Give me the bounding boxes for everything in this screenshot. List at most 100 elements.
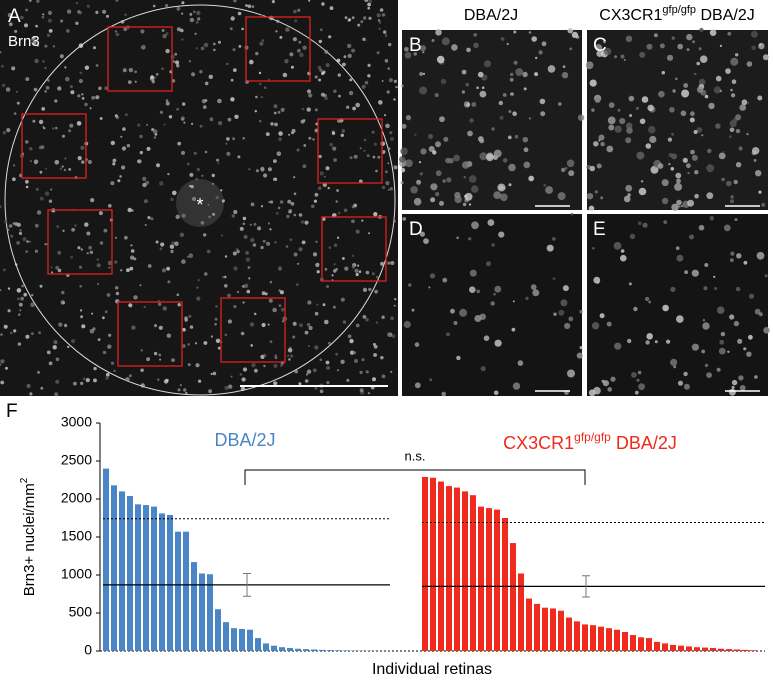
bar [239, 628, 245, 651]
cell [754, 308, 761, 315]
cell [395, 85, 398, 89]
cell [13, 112, 17, 115]
cell [254, 368, 258, 373]
cell [404, 52, 412, 59]
cell [304, 220, 309, 225]
cell [687, 199, 695, 207]
cell [215, 305, 218, 308]
cell [63, 168, 67, 172]
cell [273, 381, 278, 386]
cell [176, 107, 180, 111]
cell [723, 224, 731, 232]
cell [29, 392, 33, 396]
cell [566, 159, 575, 168]
cell [51, 271, 53, 274]
cell [540, 111, 546, 117]
cell [637, 370, 642, 375]
cell [738, 375, 744, 381]
cell [78, 11, 83, 15]
cell [274, 354, 278, 357]
cell [430, 183, 438, 191]
cell [102, 9, 107, 14]
cell [137, 159, 142, 164]
sample-box [107, 26, 173, 92]
bar [710, 647, 716, 651]
cell [367, 63, 371, 67]
cell [465, 83, 469, 87]
cell [30, 302, 35, 308]
cell [689, 117, 695, 123]
cell [726, 180, 732, 187]
cell [635, 106, 639, 110]
cell [108, 333, 112, 337]
cell [435, 29, 442, 36]
cell [316, 262, 320, 267]
bar [255, 638, 261, 651]
cell [38, 331, 41, 335]
bar [606, 628, 612, 651]
cell [365, 318, 369, 322]
cell [357, 264, 360, 267]
cell [242, 367, 248, 372]
cell [195, 177, 199, 181]
cell [263, 364, 266, 368]
cell [287, 199, 292, 204]
cell [25, 179, 29, 184]
cell [168, 115, 173, 119]
cell [400, 181, 404, 185]
cell [274, 122, 278, 127]
cell [675, 77, 678, 81]
cell [715, 123, 721, 129]
cell [208, 389, 213, 394]
cell [190, 185, 194, 189]
cell [469, 118, 474, 123]
cell [663, 220, 668, 225]
cell [608, 124, 615, 131]
cell [93, 378, 97, 383]
cell [273, 111, 277, 115]
cell [683, 371, 688, 377]
cell [347, 43, 352, 49]
cell [308, 136, 312, 140]
sample-box [47, 209, 113, 275]
cell [443, 136, 449, 142]
center-mark: * [196, 195, 203, 215]
cell [642, 222, 648, 228]
cell [162, 306, 167, 311]
cell [242, 137, 245, 140]
cell [78, 43, 84, 48]
cell [73, 381, 77, 386]
cell [404, 47, 409, 52]
cell [564, 166, 568, 170]
cell [53, 340, 58, 345]
cell [762, 54, 769, 61]
cell [107, 344, 112, 349]
cell [746, 351, 752, 357]
cell [758, 43, 762, 46]
cell [194, 342, 198, 345]
cell [38, 119, 44, 125]
cell [332, 305, 336, 309]
cell [171, 358, 175, 362]
cell [510, 72, 514, 77]
bar [630, 635, 636, 651]
cell [681, 89, 690, 98]
cell [158, 325, 163, 330]
cell [167, 280, 171, 284]
cell [560, 299, 568, 307]
cell [17, 297, 20, 300]
cell [84, 222, 89, 227]
cell [586, 193, 594, 200]
cell [380, 141, 386, 147]
cell [233, 266, 238, 271]
bar [478, 506, 484, 651]
cell [599, 313, 605, 319]
series-label: DBA/2J [214, 430, 275, 450]
cell [208, 215, 211, 219]
cell [88, 245, 92, 250]
cell [351, 16, 355, 20]
cell [751, 30, 758, 38]
cell [414, 133, 417, 136]
